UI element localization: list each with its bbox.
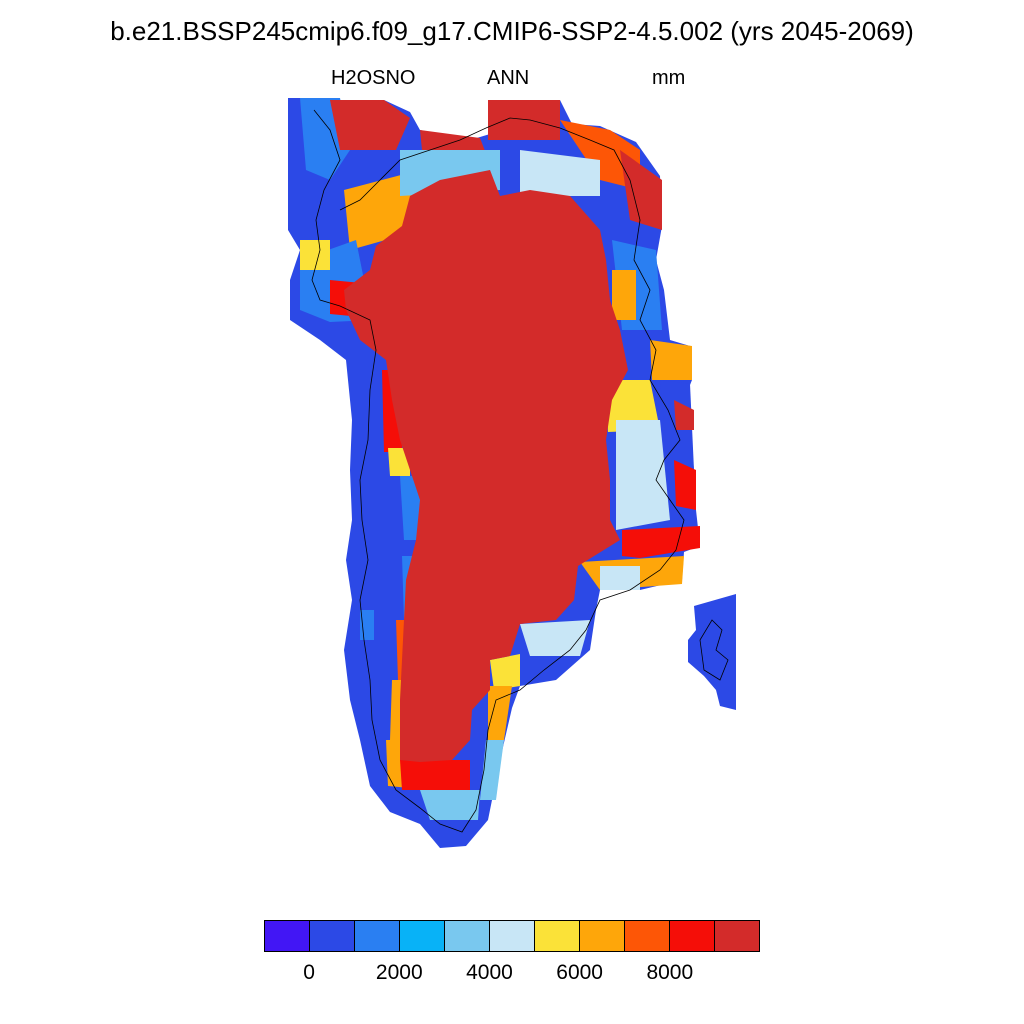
- colorbar-swatch: [670, 921, 715, 951]
- colorbar-swatch: [400, 921, 445, 951]
- colorbar-swatch: [625, 921, 670, 951]
- colorbar-swatch: [580, 921, 625, 951]
- map-region: [674, 400, 694, 430]
- map-region: [620, 150, 662, 230]
- map-region: [344, 170, 628, 762]
- season-label: ANN: [487, 67, 530, 89]
- map-region: [560, 120, 640, 190]
- map-region: [612, 270, 636, 320]
- colorbar: [264, 920, 760, 952]
- map-region: [488, 100, 560, 140]
- ice-sheet-interior: [344, 170, 628, 762]
- map-region: [400, 760, 470, 790]
- colorbar-swatch: [490, 921, 535, 951]
- colorbar-swatch: [535, 921, 580, 951]
- colorbar-swatch: [715, 921, 759, 951]
- coastline-line: [311, 109, 685, 833]
- coastline-outline: [311, 109, 729, 833]
- map-region: [520, 150, 600, 196]
- map-region: [606, 380, 660, 432]
- units-label: mm: [652, 67, 686, 89]
- map-region: [650, 340, 692, 380]
- map-region: [622, 526, 700, 558]
- colorbar-swatch: [355, 921, 400, 951]
- colorbar-swatch: [265, 921, 310, 951]
- colorbar-tick-label: 6000: [556, 961, 603, 984]
- colorbar-swatch: [310, 921, 355, 951]
- figure-title: b.e21.BSSP245cmip6.f09_g17.CMIP6-SSP2-4.…: [110, 16, 914, 46]
- map-region: [388, 448, 410, 476]
- colorbar-tick-label: 4000: [466, 961, 513, 984]
- map-region: [400, 476, 420, 540]
- map-region: [480, 740, 504, 800]
- map-region: [330, 100, 410, 150]
- map-region: [688, 594, 736, 710]
- map-region: [490, 654, 520, 690]
- map-region: [488, 686, 512, 740]
- map-region: [420, 790, 480, 820]
- colorbar-tick-label: 8000: [646, 961, 694, 984]
- map-region: [600, 566, 640, 590]
- variable-label: H2OSNO: [331, 67, 416, 89]
- map-region: [674, 460, 696, 510]
- colorbar-tick-label: 0: [303, 961, 315, 984]
- map-region: [300, 240, 330, 270]
- map-region: [616, 420, 670, 530]
- island-coastline-line: [699, 619, 729, 681]
- colorbar-swatch: [445, 921, 490, 951]
- colorbar-tick-label: 2000: [375, 961, 423, 984]
